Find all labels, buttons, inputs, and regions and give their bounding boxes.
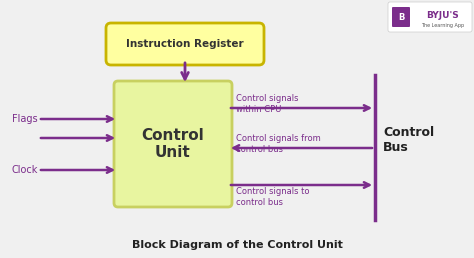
FancyBboxPatch shape [388, 2, 472, 32]
FancyBboxPatch shape [392, 7, 410, 27]
Text: BYJU'S: BYJU'S [427, 11, 459, 20]
FancyBboxPatch shape [106, 23, 264, 65]
Text: Control signals from
control bus: Control signals from control bus [236, 134, 321, 154]
Text: Control
Unit: Control Unit [142, 128, 204, 160]
FancyBboxPatch shape [114, 81, 232, 207]
Text: Instruction Register: Instruction Register [126, 39, 244, 49]
Text: Control signals to
control bus: Control signals to control bus [236, 187, 310, 207]
Text: The Learning App: The Learning App [421, 22, 465, 28]
Text: Clock: Clock [12, 165, 38, 175]
Text: Flags: Flags [12, 114, 37, 124]
Text: Control signals
within CPU: Control signals within CPU [236, 94, 299, 114]
Text: B: B [398, 12, 404, 21]
Text: Control
Bus: Control Bus [383, 126, 434, 154]
Text: Block Diagram of the Control Unit: Block Diagram of the Control Unit [132, 240, 342, 250]
